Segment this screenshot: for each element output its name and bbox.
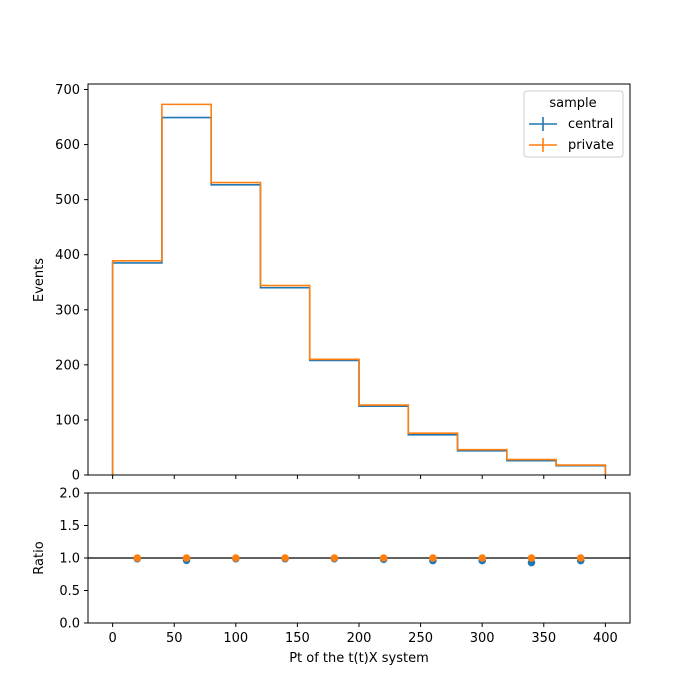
ratio-point-private [182,554,191,562]
ratio-point-private [379,554,388,562]
ratio-y-tick-label: 1.5 [59,519,80,534]
ratio-point-private [232,554,240,562]
ratio-point-private [527,554,536,562]
ratio-y-tick-label: 2.0 [59,487,80,502]
x-tick-label: 200 [347,631,372,646]
x-tick-label: 150 [285,631,310,646]
legend-box [523,90,624,158]
histogram-y-tick-label: 600 [55,138,80,153]
y-axis-label-ratio: Ratio [32,541,47,574]
x-tick-label: 350 [531,631,556,646]
histogram-y-tick-label: 500 [55,193,80,208]
legend-label-central: central [568,117,613,132]
ratio-point-private [576,554,585,562]
legend: sample central private [523,90,624,158]
legend-label-private: private [568,138,614,153]
histogram-y-tick-label: 700 [55,83,80,98]
histogram-y-tick-label: 0 [72,469,80,484]
ratio-y-tick-label: 0.0 [59,617,80,632]
histogram-step-private [111,103,607,475]
histogram-y-tick-label: 400 [55,248,80,263]
ratio-y-tick-label: 0.5 [59,584,80,599]
x-tick-label: 0 [108,631,116,646]
histogram-y-tick-label: 200 [55,358,80,373]
ratio-point-private [133,554,142,562]
x-tick-label: 300 [470,631,495,646]
histogram-y-tick-label: 100 [55,413,80,428]
legend-entry-private: private [529,138,614,153]
ratio-point-private [429,554,437,562]
x-tick-label: 250 [408,631,433,646]
legend-title: sample [549,96,596,111]
histogram-y-tick-label: 300 [55,303,80,318]
x-tick-label: 400 [593,631,618,646]
ratio-point-private [478,554,486,562]
histogram-panel: 0 100 200 300 400 500 600 700 Events sample cen… [32,83,631,484]
ratio-panel: 0 50 100 150 200 250 300 350 400 0.0 0.5 1.0 1.5 2.0… [32,487,631,666]
ratio-y-tick-label: 1.0 [59,552,80,567]
x-tick-label: 100 [223,631,248,646]
ratio-point-private [330,554,339,562]
x-tick-label: 50 [166,631,183,646]
ratio-point-private [281,554,289,562]
y-axis-label-events: Events [32,258,47,302]
legend-entry-central: central [529,117,613,132]
x-axis-label: Pt of the t(t)X system [289,651,429,666]
